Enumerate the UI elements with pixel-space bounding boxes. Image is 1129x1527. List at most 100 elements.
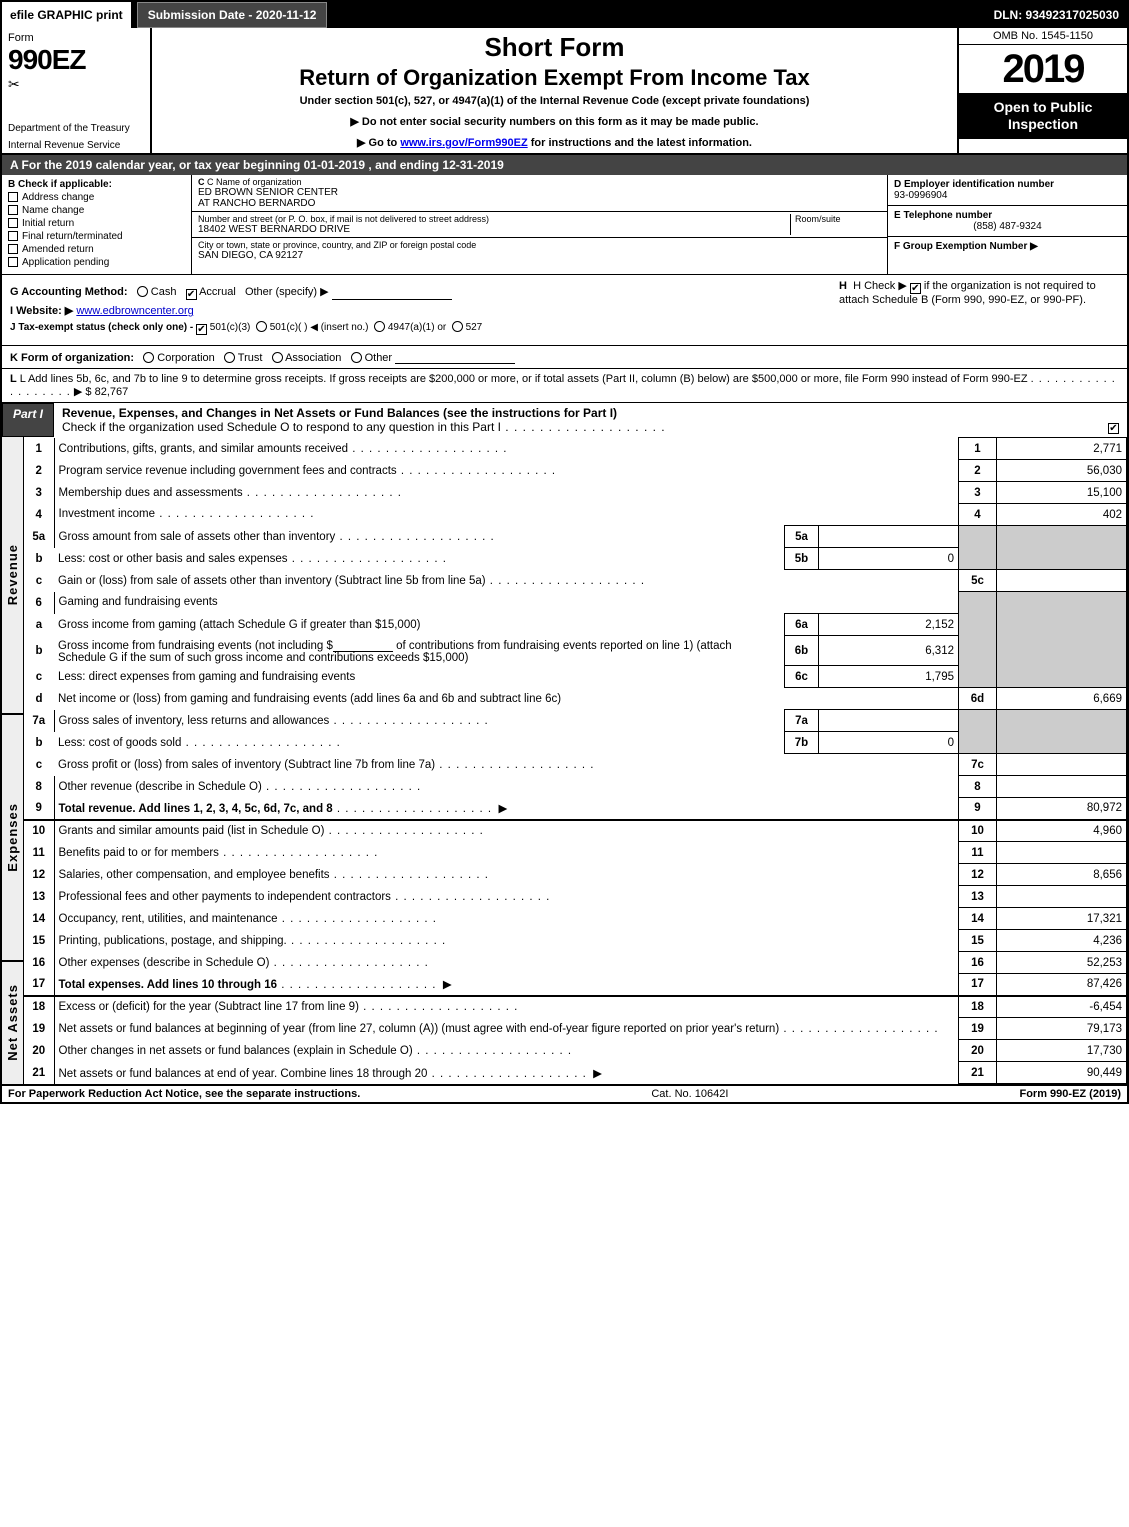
title-short-form: Short Form [160, 32, 949, 63]
j-row: J Tax-exempt status (check only one) - 5… [10, 321, 1119, 335]
form-word: Form [8, 32, 144, 44]
h-block: H H Check ▶ if the organization is not r… [839, 279, 1119, 306]
part1-label: Part I [2, 403, 54, 437]
line-9: 9 Total revenue. Add lines 1, 2, 3, 4, 5… [24, 798, 1127, 820]
part1-sub: Check if the organization used Schedule … [62, 420, 501, 434]
chk-amended-return[interactable]: Amended return [8, 244, 185, 255]
line-20: 20 Other changes in net assets or fund b… [24, 1040, 1127, 1062]
part1-title-wrap: Revenue, Expenses, and Changes in Net As… [54, 403, 1100, 437]
goto-pre: ▶ Go to [357, 137, 400, 149]
l-amount: $ 82,767 [85, 386, 128, 398]
website-link[interactable]: www.edbrowncenter.org [76, 305, 193, 317]
dln-label: DLN: 93492317025030 [994, 8, 1127, 22]
irs-link[interactable]: www.irs.gov/Form990EZ [400, 137, 527, 149]
val-3: 15,100 [997, 482, 1127, 504]
val-19: 79,173 [997, 1018, 1127, 1040]
k-trust[interactable] [224, 352, 235, 363]
open-to-public: Open to Public Inspection [959, 93, 1127, 139]
part1-body: Revenue Expenses Net Assets 1 Contributi… [2, 437, 1127, 1084]
submission-date-label: Submission Date - 2020-11-12 [137, 2, 328, 28]
line-16: 16 Other expenses (describe in Schedule … [24, 952, 1127, 974]
line-6d: d Net income or (loss) from gaming and f… [24, 688, 1127, 710]
line-13: 13 Professional fees and other payments … [24, 886, 1127, 908]
k-other[interactable] [351, 352, 362, 363]
e-label: E Telephone number [894, 210, 992, 221]
section-b: B Check if applicable: Address change Na… [2, 175, 192, 274]
k-row: K Form of organization: Corporation Trus… [2, 346, 1127, 369]
val-17: 87,426 [997, 974, 1127, 996]
g-cash-radio[interactable] [137, 286, 148, 297]
line-5c: c Gain or (loss) from sale of assets oth… [24, 570, 1127, 592]
goto-post: for instructions and the latest informat… [528, 137, 752, 149]
header-right: OMB No. 1545-1150 2019 Open to Public In… [957, 28, 1127, 153]
chk-initial-return[interactable]: Initial return [8, 218, 185, 229]
part1-header-row: Part I Revenue, Expenses, and Changes in… [2, 403, 1127, 437]
org-name-2: AT RANCHO BERNARDO [198, 198, 881, 209]
period-row: A For the 2019 calendar year, or tax yea… [2, 155, 1127, 175]
chk-name-change[interactable]: Name change [8, 205, 185, 216]
k-other-input[interactable] [395, 350, 515, 364]
line-5a: 5a Gross amount from sale of assets othe… [24, 526, 1127, 548]
chk-final-return[interactable]: Final return/terminated [8, 231, 185, 242]
l-row: L L Add lines 5b, 6c, and 7b to line 9 t… [2, 369, 1127, 403]
section-def: D Employer identification number 93-0996… [887, 175, 1127, 274]
top-bar: efile GRAPHIC print Submission Date - 20… [2, 2, 1127, 28]
val-13 [997, 886, 1127, 908]
side-expenses: Expenses [5, 803, 20, 872]
line-6: 6 Gaming and fundraising events [24, 592, 1127, 614]
dept-label: Department of the Treasury [8, 123, 144, 134]
val-12: 8,656 [997, 864, 1127, 886]
addr-label: Number and street (or P. O. box, if mail… [198, 214, 786, 224]
j-501c[interactable] [256, 321, 267, 332]
line-4: 4 Investment income 4 402 [24, 504, 1127, 526]
efile-print-label[interactable]: efile GRAPHIC print [2, 2, 133, 28]
val-7c [997, 754, 1127, 776]
form-number: 990EZ [8, 44, 144, 76]
line-17: 17 Total expenses. Add lines 10 through … [24, 974, 1127, 996]
val-16: 52,253 [997, 952, 1127, 974]
warning-ssn: ▶ Do not enter social security numbers o… [160, 115, 949, 128]
chk-application-pending[interactable]: Application pending [8, 257, 185, 268]
j-501c3[interactable] [196, 324, 207, 335]
line-14: 14 Occupancy, rent, utilities, and maint… [24, 908, 1127, 930]
city-label: City or town, state or province, country… [198, 240, 881, 250]
line-15: 15 Printing, publications, postage, and … [24, 930, 1127, 952]
line-1: 1 Contributions, gifts, grants, and simi… [24, 438, 1127, 460]
entity-block: B Check if applicable: Address change Na… [2, 175, 1127, 275]
room-label: Room/suite [795, 214, 881, 224]
h-checkbox[interactable] [910, 283, 921, 294]
header-mid: Short Form Return of Organization Exempt… [152, 28, 957, 153]
val-9: 80,972 [997, 798, 1127, 820]
val-18: -6,454 [997, 996, 1127, 1018]
i-label: I Website: ▶ [10, 305, 73, 317]
val-5b: 0 [819, 548, 959, 570]
part1-schedule-o-check[interactable] [1108, 423, 1119, 434]
val-1: 2,771 [997, 438, 1127, 460]
k-assoc[interactable] [272, 352, 283, 363]
irs-label: Internal Revenue Service [8, 140, 120, 151]
j-4947[interactable] [374, 321, 385, 332]
val-5a [819, 526, 959, 548]
omb-number: OMB No. 1545-1150 [959, 28, 1127, 45]
k-corp[interactable] [143, 352, 154, 363]
title-main: Return of Organization Exempt From Incom… [160, 65, 949, 91]
side-netassets: Net Assets [5, 984, 20, 1061]
subtitle: Under section 501(c), 527, or 4947(a)(1)… [160, 95, 949, 107]
val-21: 90,449 [997, 1062, 1127, 1084]
j-label: J Tax-exempt status (check only one) - [10, 322, 196, 333]
g-label: G Accounting Method: [10, 286, 128, 298]
6b-contrib-input[interactable] [333, 638, 393, 652]
g-other-input[interactable] [332, 286, 452, 300]
line-12: 12 Salaries, other compensation, and emp… [24, 864, 1127, 886]
val-7b: 0 [819, 732, 959, 754]
line-21: 21 Net assets or fund balances at end of… [24, 1062, 1127, 1084]
j-527[interactable] [452, 321, 463, 332]
line-7c: c Gross profit or (loss) from sales of i… [24, 754, 1127, 776]
lines-table: 1 Contributions, gifts, grants, and simi… [24, 437, 1127, 1084]
phone: (858) 487-9324 [894, 221, 1121, 232]
g-accrual-check[interactable] [186, 289, 197, 300]
chk-address-change[interactable]: Address change [8, 192, 185, 203]
d-label: D Employer identification number [894, 179, 1054, 190]
header-left: Form 990EZ ✂ Department of the Treasury … [2, 28, 152, 153]
val-14: 17,321 [997, 908, 1127, 930]
